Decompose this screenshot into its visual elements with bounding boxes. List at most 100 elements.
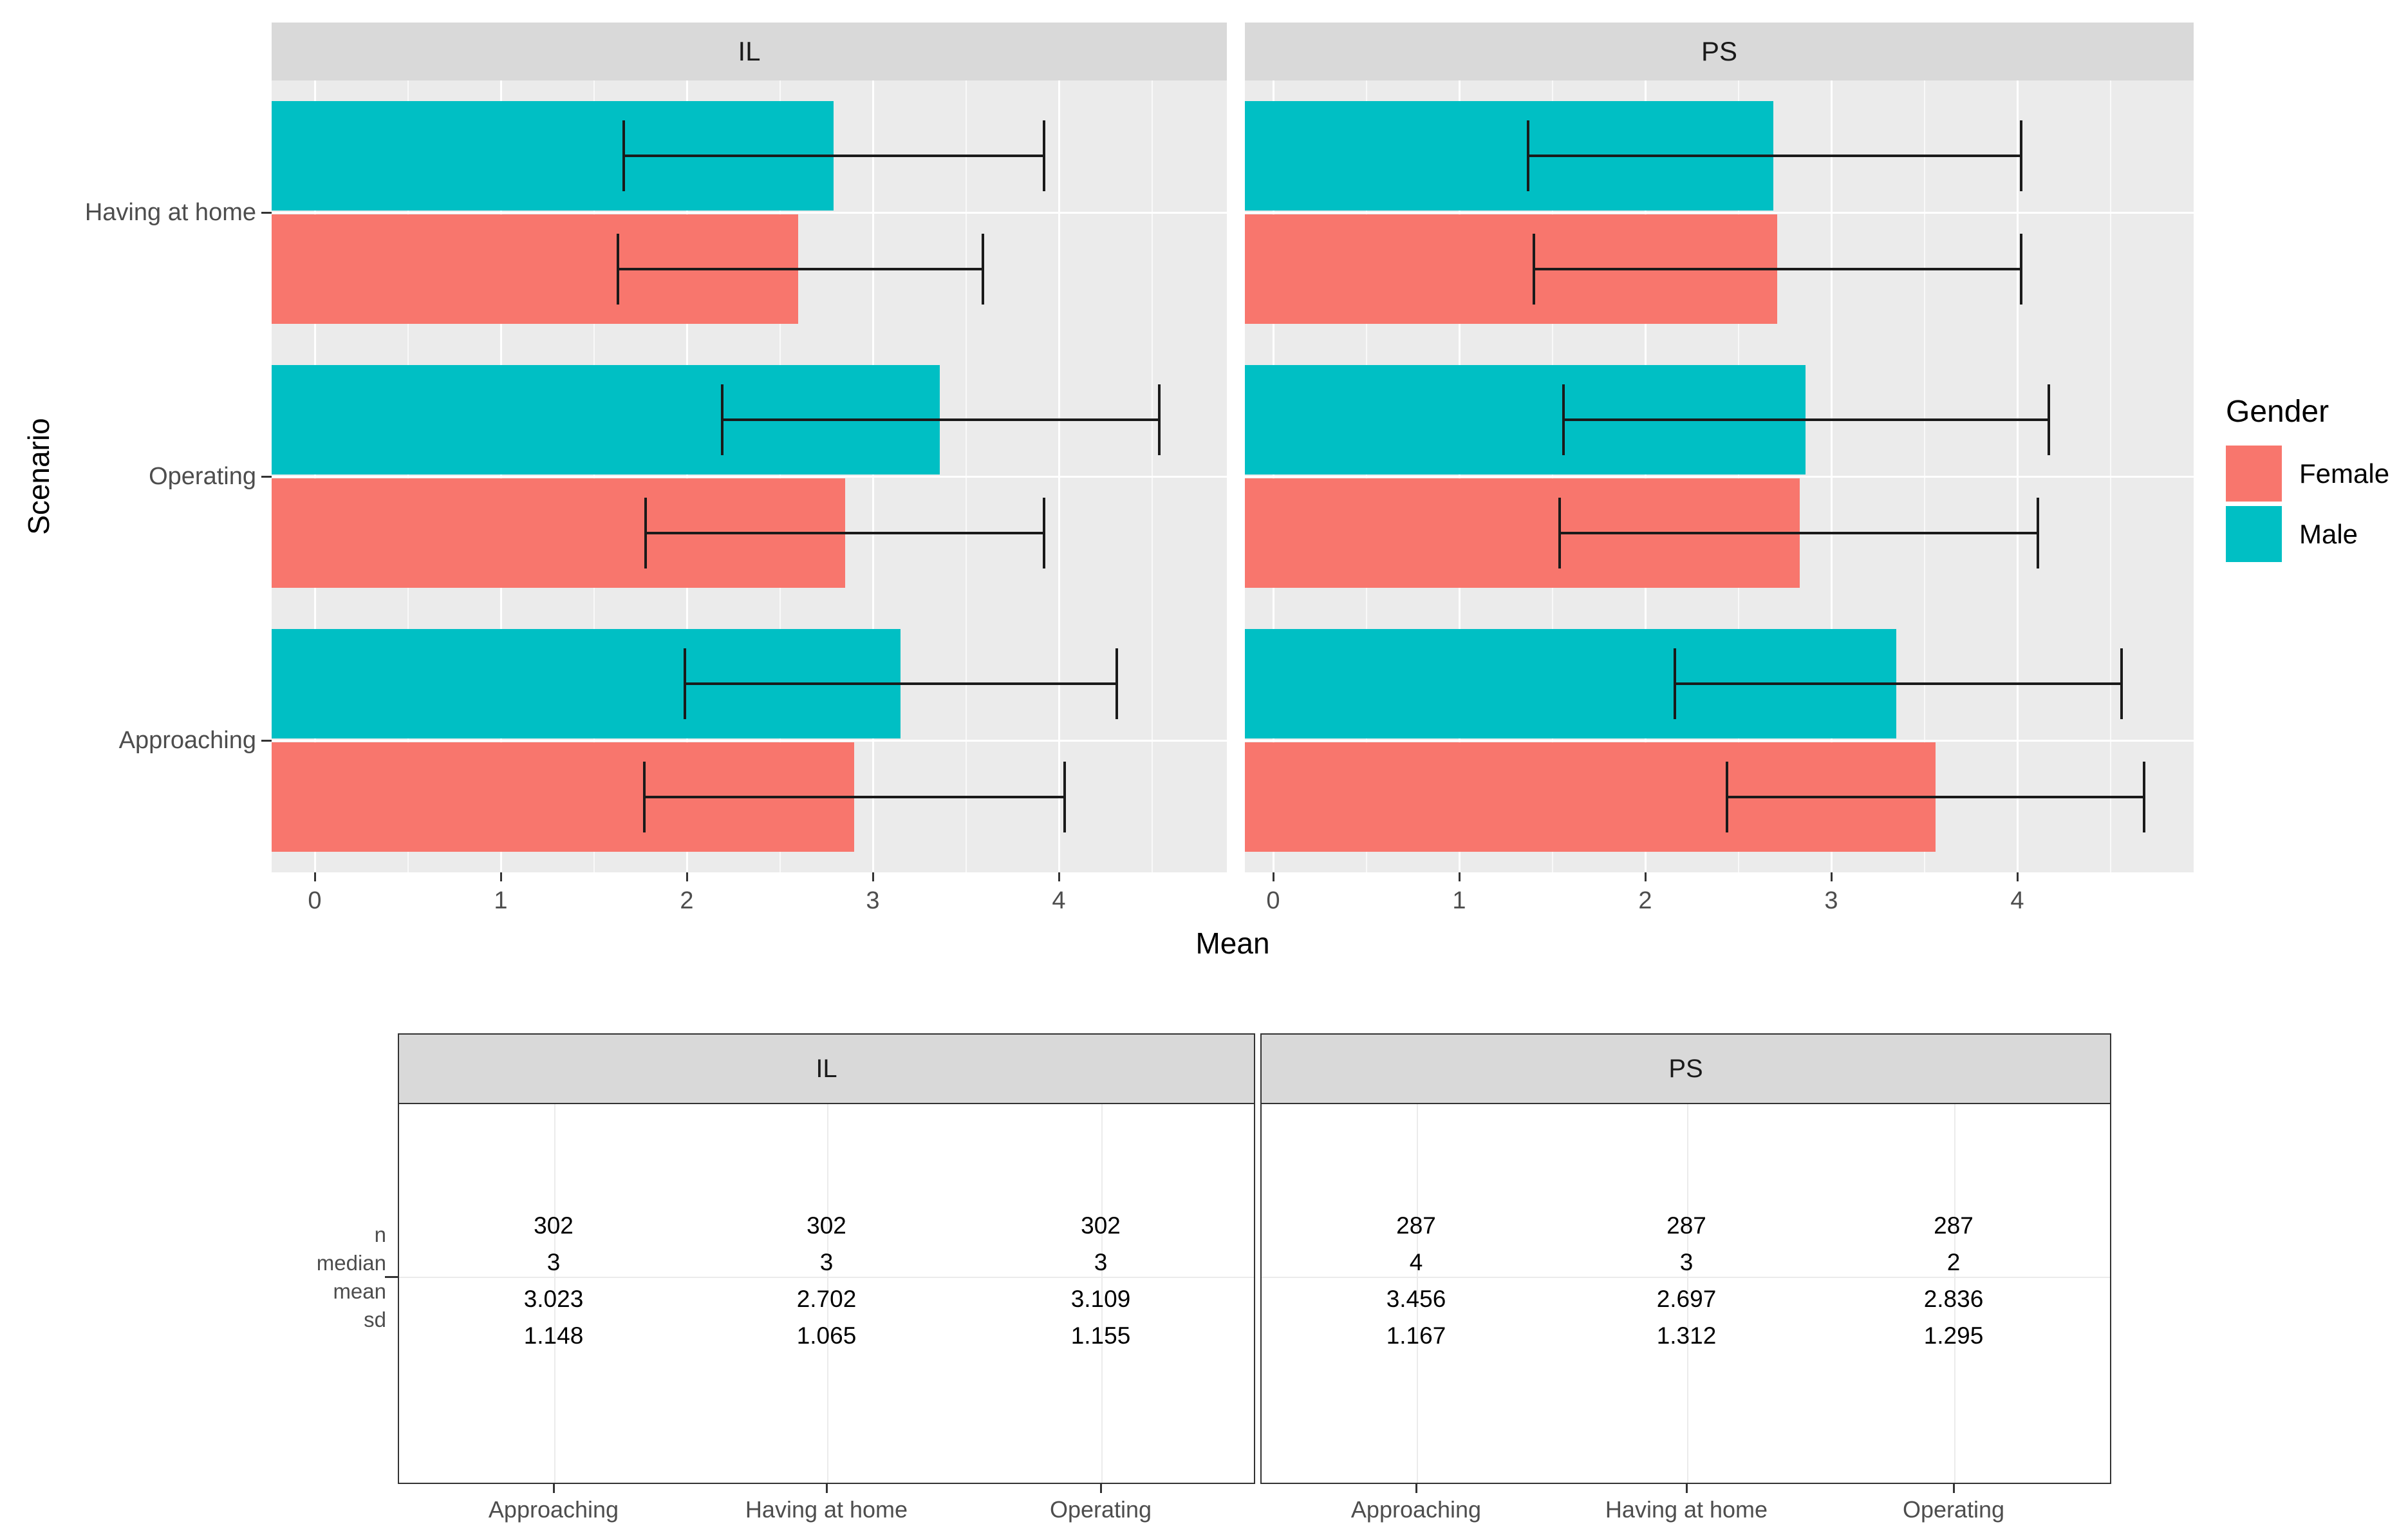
x-axis-tick-label: 3 — [866, 887, 880, 914]
table-v-gridline — [1687, 1104, 1688, 1483]
legend-swatch-female — [2226, 446, 2282, 502]
table-v-gridline — [1417, 1104, 1418, 1483]
error-bar-cap — [1726, 762, 1729, 832]
table-value: 302 — [534, 1212, 574, 1239]
table-panel-il — [398, 1103, 1255, 1484]
table-v-gridline — [554, 1104, 555, 1483]
error-bar-cap — [2019, 234, 2022, 305]
error-bar-cap — [2036, 498, 2039, 568]
table-value: 3 — [819, 1249, 834, 1275]
table-value: 302 — [1081, 1212, 1121, 1239]
x-axis-tick — [1645, 872, 1647, 881]
error-bar-line — [1527, 155, 2021, 157]
table-row-label: mean — [333, 1279, 386, 1303]
x-axis-tick — [1058, 872, 1060, 881]
error-bar-line — [1560, 532, 2038, 534]
error-bar-line — [722, 418, 1160, 421]
error-bar-cap — [720, 384, 723, 455]
table-value: 1.295 — [1923, 1322, 1984, 1349]
table-value: 302 — [807, 1212, 846, 1239]
error-bar-line — [1533, 268, 2021, 270]
error-bar-cap — [1562, 384, 1565, 455]
error-bar-cap — [1558, 498, 1562, 568]
table-value: 287 — [1396, 1212, 1436, 1239]
table-value: 1.155 — [1070, 1322, 1131, 1349]
x-axis-tick — [500, 872, 502, 881]
table-value: 1.312 — [1656, 1322, 1717, 1349]
facet-strip-ps: PS — [1245, 23, 2194, 80]
table-v-gridline — [1101, 1104, 1103, 1483]
error-bar-line — [685, 682, 1117, 685]
facet-strip-il-label: IL — [738, 36, 761, 66]
x-axis-tick-label: 3 — [1824, 887, 1838, 914]
table-value: 3 — [1679, 1249, 1694, 1275]
legend-title: Gender — [2226, 395, 2329, 429]
x-axis-tick-label: 1 — [494, 887, 508, 914]
error-bar-cap — [642, 762, 646, 832]
x-axis-tick-label: 1 — [1452, 887, 1466, 914]
x-axis-tick — [1831, 872, 1833, 881]
error-bar-line — [1675, 682, 2122, 685]
y-axis-tick — [261, 475, 272, 478]
x-axis-tick-label: 4 — [2010, 887, 2024, 914]
table-strip-il-label: IL — [816, 1054, 837, 1083]
error-bar-cap — [1674, 648, 1677, 719]
table-category-label: Approaching — [488, 1496, 619, 1523]
error-bar-cap — [2048, 384, 2051, 455]
table-category-label: Having at home — [1605, 1496, 1768, 1523]
x-axis-tick — [1273, 872, 1274, 881]
legend-label-female: Female — [2299, 458, 2390, 489]
table-category-label: Having at home — [745, 1496, 908, 1523]
error-bar-cap — [684, 648, 687, 719]
error-bar-cap — [2142, 762, 2145, 832]
error-bar-cap — [1042, 498, 1045, 568]
error-bar-cap — [981, 234, 984, 305]
table-x-tick — [826, 1484, 828, 1493]
y-axis-tick — [261, 211, 272, 214]
error-bar-line — [644, 796, 1065, 798]
table-value: 4 — [1409, 1249, 1423, 1275]
y-axis-category-label: Having at home — [84, 199, 256, 226]
table-v-gridline — [1954, 1104, 1955, 1483]
table-strip-il: IL — [398, 1033, 1255, 1104]
error-bar-cap — [1042, 120, 1045, 191]
table-x-tick — [1953, 1484, 1955, 1493]
error-bar-cap — [1526, 120, 1529, 191]
bar-panel-il — [272, 80, 1227, 872]
table-value: 287 — [1934, 1212, 1974, 1239]
error-bar-line — [623, 155, 1044, 157]
error-bar-line — [1563, 418, 2049, 421]
table-value: 3.109 — [1070, 1286, 1131, 1312]
y-axis-category-label: Approaching — [118, 727, 256, 754]
table-category-label: Operating — [1902, 1496, 2005, 1523]
table-value: 1.065 — [796, 1322, 857, 1349]
y-axis-category-label: Operating — [149, 463, 256, 490]
table-x-tick — [1415, 1484, 1417, 1493]
x-axis-tick — [686, 872, 688, 881]
x-axis-tick-label: 4 — [1052, 887, 1066, 914]
x-axis-tick-label: 0 — [308, 887, 322, 914]
table-value: 2.836 — [1923, 1286, 1984, 1312]
x-axis-tick — [314, 872, 316, 881]
x-axis-tick-label: 2 — [1638, 887, 1652, 914]
table-category-label: Approaching — [1350, 1496, 1482, 1523]
error-bar-cap — [1158, 384, 1161, 455]
bar-panel-ps — [1245, 80, 2194, 872]
table-value: 1.167 — [1386, 1322, 1446, 1349]
table-x-tick — [553, 1484, 555, 1493]
table-strip-ps-label: PS — [1668, 1054, 1703, 1083]
table-x-tick — [1686, 1484, 1688, 1493]
table-row-labels: n median mean sd — [245, 1221, 386, 1334]
x-axis-tick-label: 2 — [680, 887, 694, 914]
facet-strip-ps-label: PS — [1701, 36, 1738, 66]
table-category-label: Operating — [1049, 1496, 1152, 1523]
table-row-label: median — [316, 1251, 386, 1275]
table-value: 3.023 — [523, 1286, 584, 1312]
category-gridline — [272, 211, 1227, 214]
table-x-tick — [1100, 1484, 1102, 1493]
error-bar-line — [618, 268, 983, 270]
table-h-gridline — [1262, 1277, 2110, 1278]
category-gridline — [1245, 739, 2194, 742]
